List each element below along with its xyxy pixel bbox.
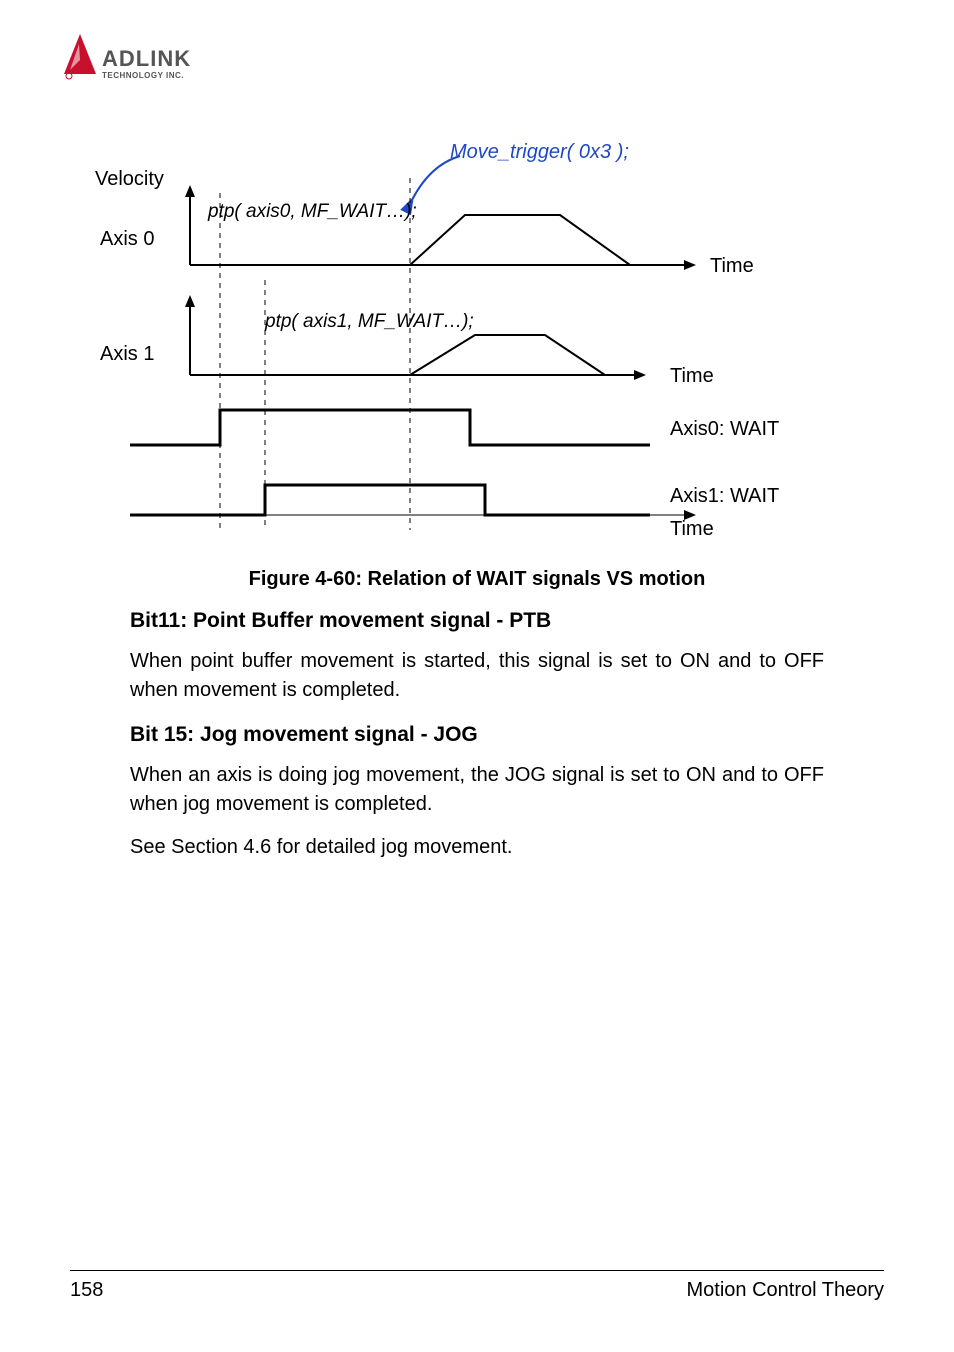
section1-body: When point buffer movement is started, t…	[70, 647, 884, 705]
timing-diagram: Move_trigger( 0x3 ); Velocity Axis 0 Tim…	[70, 130, 884, 550]
footer-rule	[70, 1270, 884, 1271]
axis0-wait-wave	[130, 410, 650, 445]
move-trigger-label: Move_trigger( 0x3 );	[450, 141, 629, 163]
section2-body1: When an axis is doing jog movement, the …	[70, 761, 884, 819]
axis1-trapezoid	[410, 335, 605, 375]
axis1-wait-label: Axis1: WAIT	[670, 485, 779, 507]
svg-text:ADLINK: ADLINK	[102, 46, 191, 71]
svg-text:TECHNOLOGY INC.: TECHNOLOGY INC.	[102, 71, 184, 80]
footer-section-title: Motion Control Theory	[687, 1279, 885, 1302]
axis0-label: Axis 0	[100, 228, 154, 250]
axis0-wait-label: Axis0: WAIT	[670, 418, 779, 440]
axis1-time-label: Time	[670, 365, 714, 387]
diagram-svg: Move_trigger( 0x3 ); Velocity Axis 0 Tim…	[70, 130, 870, 550]
section2-body2: See Section 4.6 for detailed jog movemen…	[70, 833, 884, 862]
axis0-time-label: Time	[710, 255, 754, 277]
axis1-label: Axis 1	[100, 343, 154, 365]
ptp-axis1-label: ptp( axis1, MF_WAIT…);	[264, 311, 474, 332]
section1-heading: Bit11: Point Buffer movement signal - PT…	[70, 609, 884, 633]
adlink-logo: ADLINK TECHNOLOGY INC.	[60, 30, 230, 93]
page-number: 158	[70, 1279, 103, 1302]
axis1-wait-wave	[130, 485, 650, 515]
page-container: ADLINK TECHNOLOGY INC. Move_trigger( 0x3…	[0, 0, 954, 1352]
bottom-time-label: Time	[670, 518, 714, 540]
velocity-label: Velocity	[95, 168, 164, 190]
section2-heading: Bit 15: Jog movement signal - JOG	[70, 723, 884, 747]
axis0-trapezoid	[410, 215, 630, 265]
page-footer: 158 Motion Control Theory	[70, 1270, 884, 1302]
figure-caption: Figure 4-60: Relation of WAIT signals VS…	[70, 568, 884, 591]
ptp-axis0-label: ptp( axis0, MF_WAIT…);	[207, 201, 417, 222]
